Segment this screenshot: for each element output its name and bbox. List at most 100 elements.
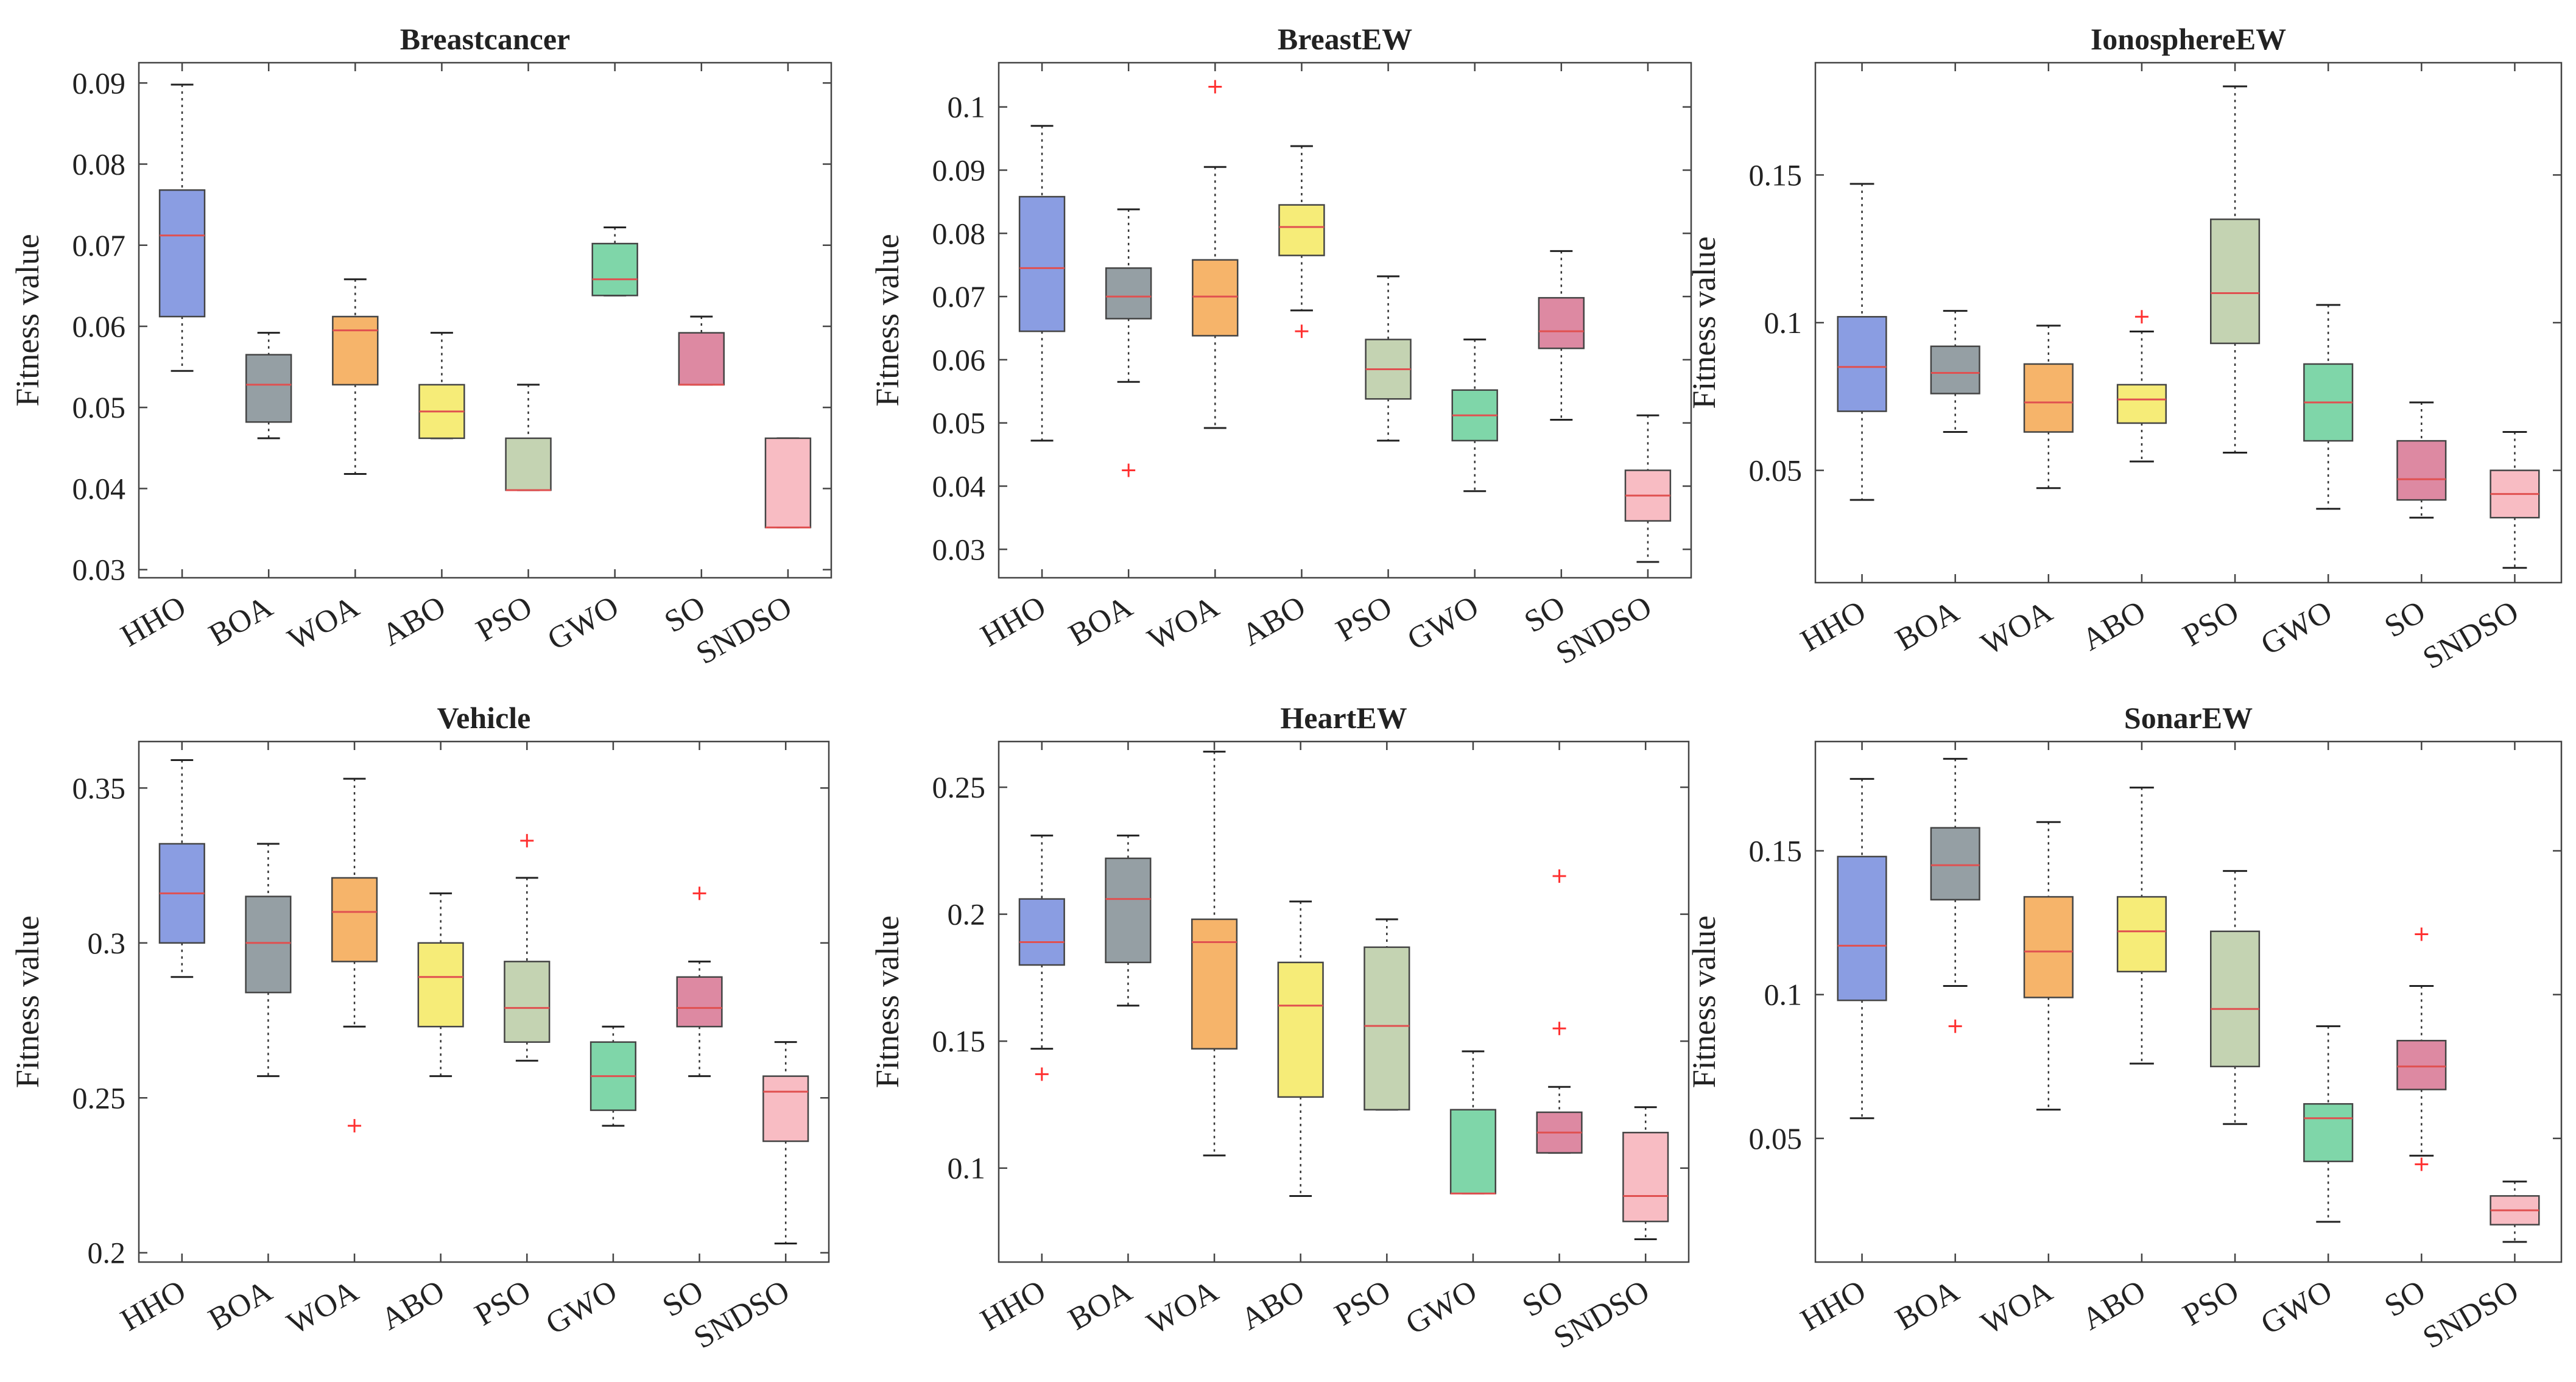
y-axis-label: Fitness value [869, 916, 906, 1088]
y-tick-label: 0.08 [932, 216, 986, 250]
x-tick-label-woa: WOA [1141, 1274, 1224, 1342]
iqr-box [2303, 1103, 2354, 1162]
y-tick-label: 0.3 [88, 926, 126, 960]
iqr-box [245, 896, 292, 994]
x-tick-label-boa: BOA [203, 589, 279, 653]
x-tick-label-so: SO [659, 589, 711, 640]
outlier-marker [2134, 310, 2148, 324]
box-sndso: SNDSO [1548, 742, 1669, 1356]
iqr-box [417, 942, 464, 1028]
box-pso: PSO [1329, 742, 1410, 1333]
x-tick-label-pso: PSO [469, 1274, 537, 1333]
x-tick-label-gwo: GWO [2255, 594, 2338, 662]
y-tick-label: 0.35 [72, 771, 126, 805]
box-woa: WOA [281, 742, 378, 1342]
iqr-box [762, 1075, 809, 1142]
box-woa: WOA [1976, 63, 2074, 662]
y-tick-label: 0.15 [1749, 834, 1803, 868]
x-tick-label-sndso: SNDSO [691, 589, 798, 672]
x-tick-label-sndso: SNDSO [688, 1274, 795, 1356]
x-tick-label-woa: WOA [282, 589, 365, 658]
x-tick-label-hho: HHO [115, 1274, 192, 1338]
y-tick-label: 0.06 [72, 309, 126, 343]
y-tick-label: 0.03 [932, 532, 986, 566]
y-tick-label: 0.06 [932, 343, 986, 377]
iqr-box [505, 437, 552, 491]
box-pso: PSO [2177, 63, 2261, 653]
x-tick-label-woa: WOA [1976, 1274, 2058, 1342]
iqr-box [1622, 1132, 1669, 1222]
y-tick-label: 0.15 [932, 1024, 986, 1058]
y-tick-label: 0.05 [1749, 1121, 1803, 1156]
iqr-box [678, 332, 725, 386]
iqr-box [2396, 1040, 2447, 1090]
chart-title: BreastEW [1278, 22, 1412, 56]
iqr-box [1538, 296, 1585, 349]
iqr-box [1364, 946, 1410, 1111]
y-tick-label: 0.07 [72, 228, 126, 262]
iqr-box [2116, 896, 2167, 973]
y-tick-label: 0.04 [932, 469, 986, 503]
chart-panel-1: Breastcancer Fitness value 0.03 0.04 0.05 0.0… [9, 22, 832, 672]
x-tick-label-gwo: GWO [542, 589, 625, 657]
iqr-box [1191, 918, 1238, 1050]
box-abo: ABO [1236, 63, 1325, 653]
x-tick-label-hho: HHO [975, 589, 1052, 654]
box-so: SO [2379, 742, 2447, 1324]
box-boa: BOA [1063, 63, 1152, 653]
x-tick-label-boa: BOA [1063, 589, 1139, 653]
x-tick-label-boa: BOA [1890, 1274, 1965, 1337]
chart-title: IonosphereEW [2091, 22, 2286, 56]
x-tick-label-sndso: SNDSO [2417, 594, 2524, 676]
iqr-box [676, 976, 723, 1028]
outlier-marker [2415, 1157, 2429, 1171]
box-woa: WOA [1142, 63, 1239, 657]
x-tick-label-abo: ABO [376, 589, 452, 653]
outlier-marker [1295, 324, 1309, 338]
outlier-marker [1208, 80, 1222, 94]
box-pso: PSO [470, 63, 552, 648]
x-tick-label-gwo: GWO [1400, 1274, 1483, 1341]
chart-title: Breastcancer [400, 22, 571, 56]
y-tick-label: 0.25 [72, 1081, 126, 1115]
outlier-marker [1552, 1022, 1566, 1036]
plot-frame [1814, 61, 2563, 584]
y-tick-label: 0.15 [1749, 158, 1803, 192]
box-pso: PSO [2177, 742, 2261, 1333]
box-abo: ABO [375, 742, 464, 1337]
box-sndso: SNDSO [1550, 63, 1672, 672]
outlier-marker [348, 1119, 362, 1133]
chart-title: Vehicle [437, 701, 531, 735]
chart-panel-6: SonarEW Fitness value 0.05 0.1 0.15 HHO BOA WOA… [1686, 701, 2563, 1356]
x-tick-label-pso: PSO [2177, 594, 2245, 653]
outlier-marker [1948, 1019, 1962, 1033]
y-tick-label: 0.09 [72, 66, 126, 100]
x-tick-label-so: SO [656, 1274, 709, 1324]
box-woa: WOA [1141, 742, 1238, 1342]
iqr-box [245, 354, 292, 423]
iqr-box [1278, 204, 1325, 256]
y-tick-label: 0.04 [72, 471, 126, 505]
x-tick-label-hho: HHO [1795, 1274, 1871, 1338]
y-tick-label: 0.05 [932, 406, 986, 440]
box-sndso: SNDSO [688, 742, 809, 1356]
x-tick-label-gwo: GWO [2255, 1274, 2338, 1341]
y-tick-label: 0.09 [932, 153, 986, 187]
iqr-box [2210, 218, 2261, 345]
x-tick-label-woa: WOA [1976, 594, 2058, 662]
chart-panel-2: BreastEW Fitness value 0.03 0.04 0.05 0.06 0.0… [869, 22, 1692, 672]
box-gwo: GWO [542, 63, 638, 657]
iqr-box [591, 242, 638, 296]
x-tick-label-hho: HHO [1795, 594, 1871, 659]
x-tick-label-sndso: SNDSO [1550, 589, 1658, 672]
y-axis-label: Fitness value [9, 916, 46, 1088]
x-tick-label-so: SO [2379, 594, 2431, 645]
y-tick-label: 0.07 [932, 279, 986, 314]
box-hho: HHO [975, 63, 1066, 654]
outlier-marker [520, 833, 534, 847]
x-tick-label-woa: WOA [281, 1274, 364, 1342]
iqr-box [331, 877, 378, 963]
x-tick-label-sndso: SNDSO [1548, 1274, 1655, 1356]
y-tick-label: 0.1 [1764, 306, 1803, 340]
box-hho: HHO [1795, 742, 1887, 1338]
